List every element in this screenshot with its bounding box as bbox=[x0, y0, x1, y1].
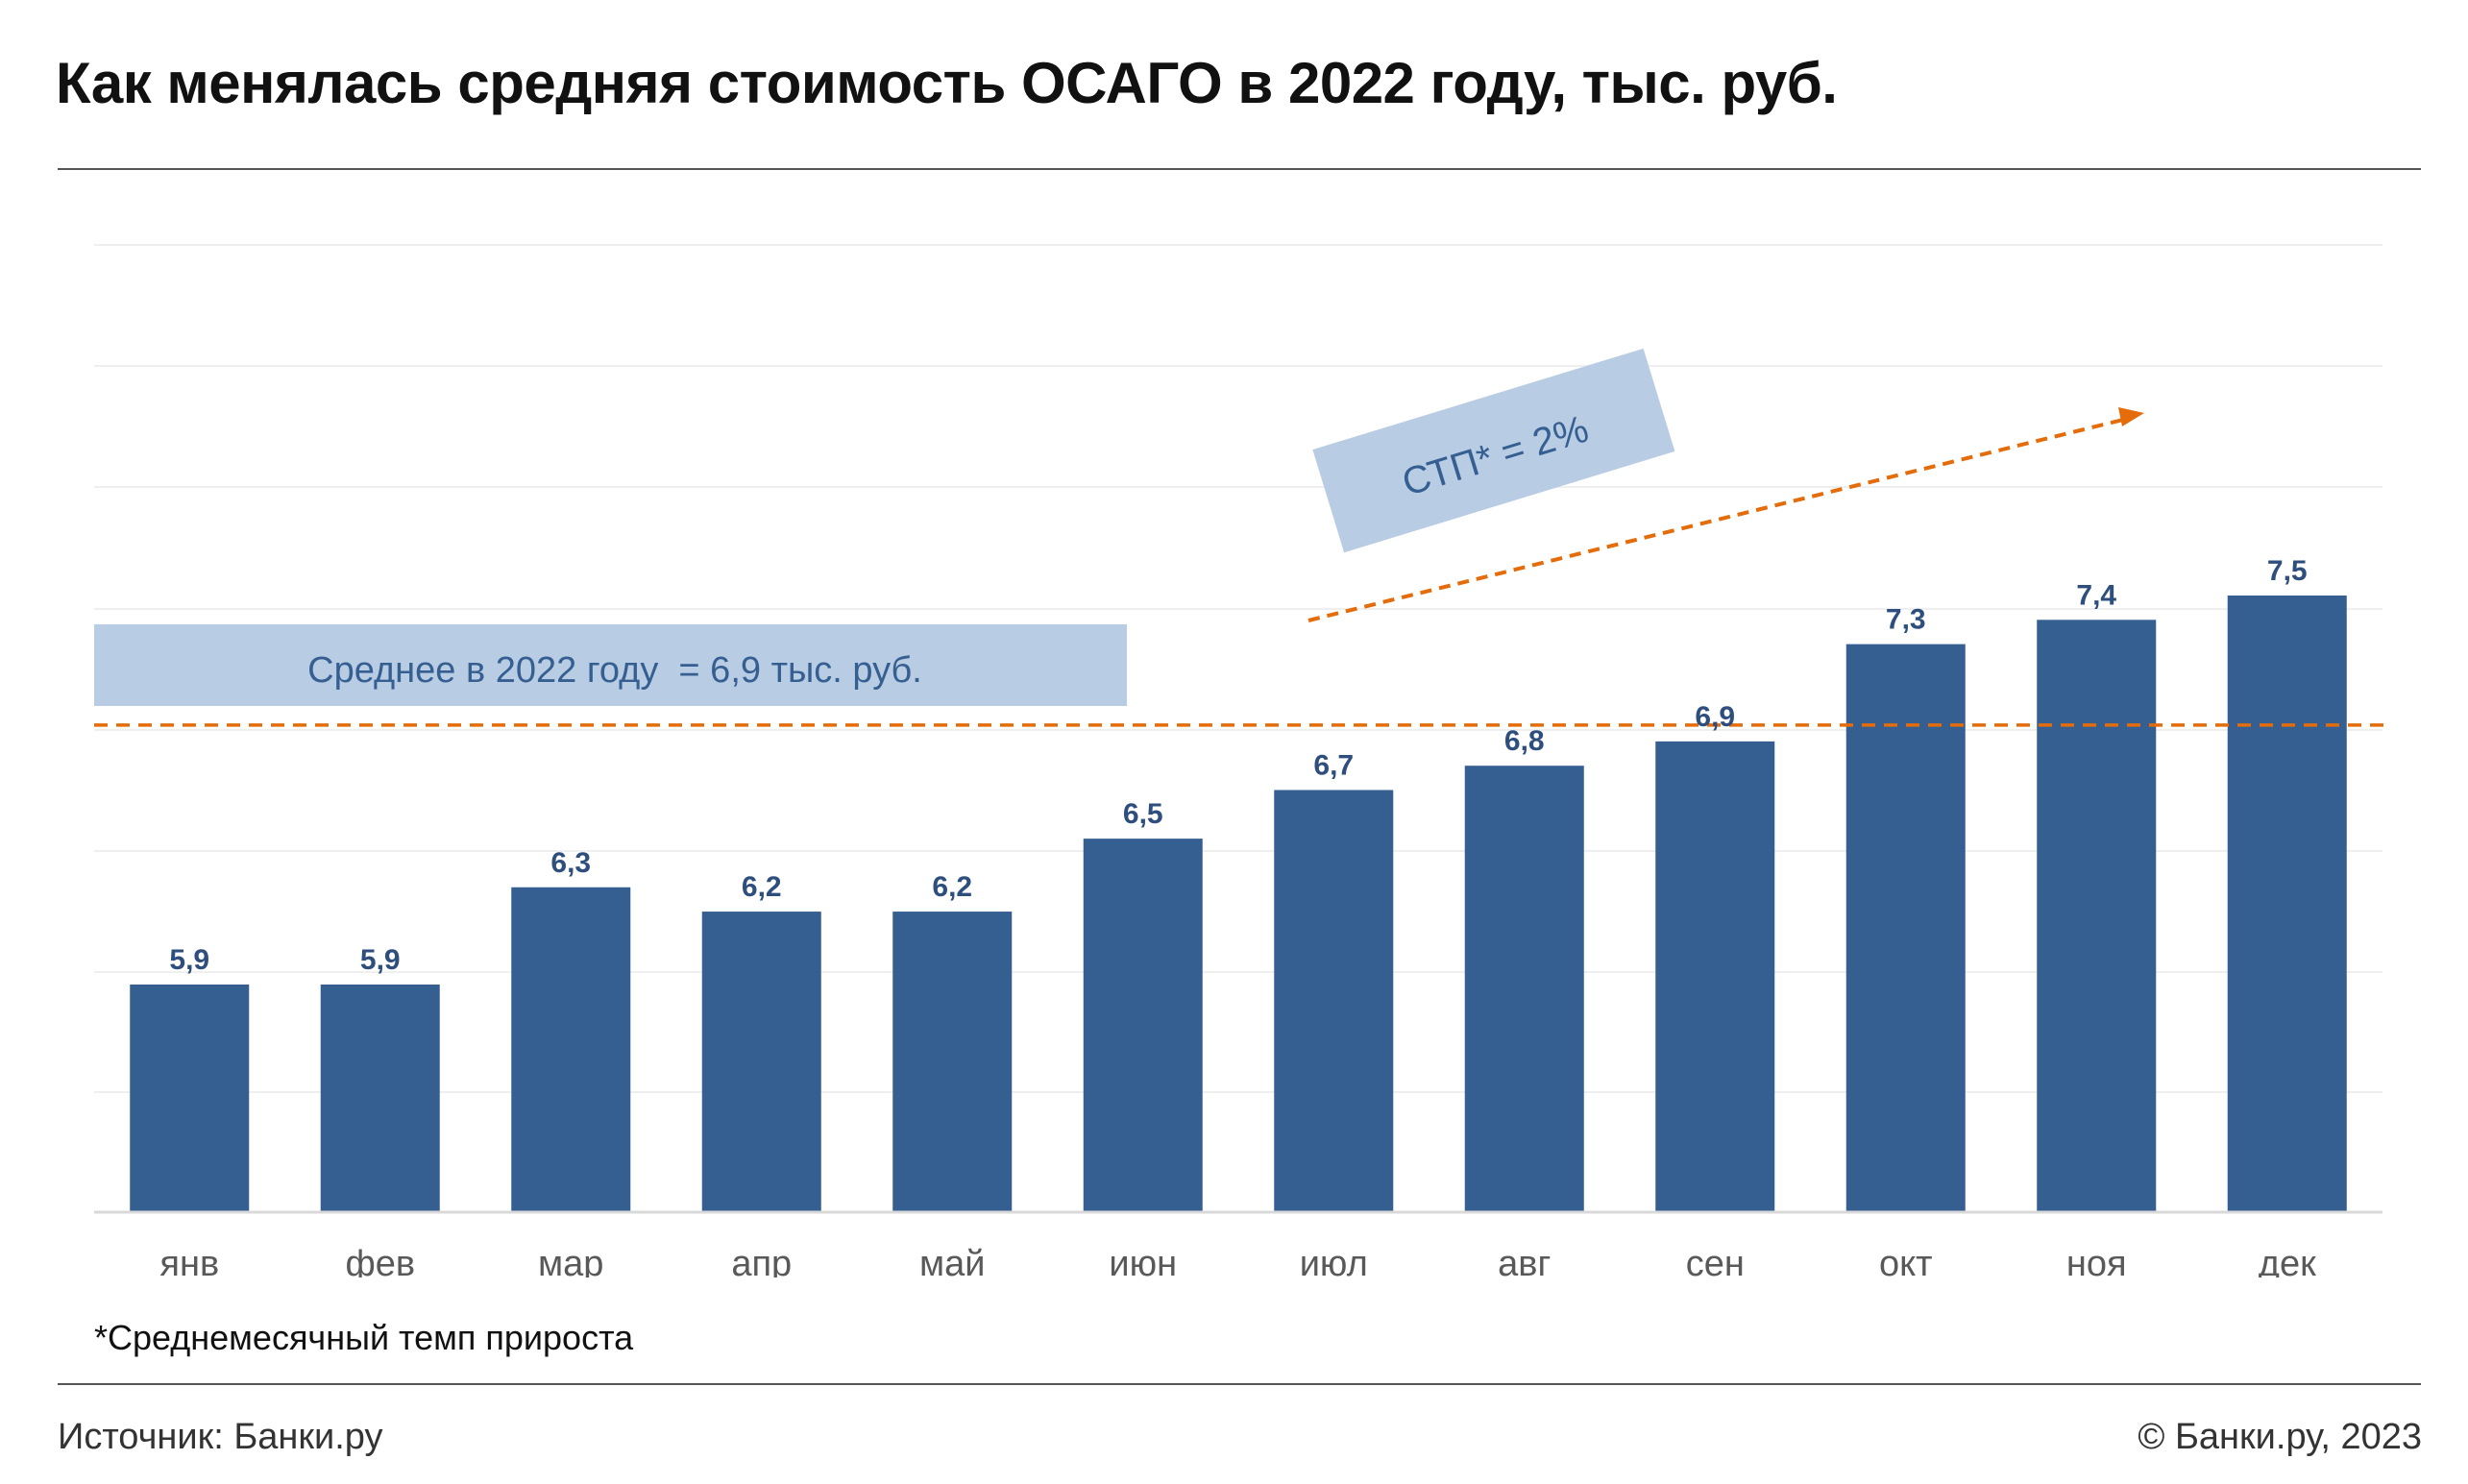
average-label-box bbox=[94, 624, 1127, 706]
value-label-дек: 7,5 bbox=[2267, 555, 2308, 587]
bar-авг bbox=[1464, 766, 1584, 1212]
value-label-апр: 6,2 bbox=[742, 871, 782, 903]
chart-title: Как менялась средняя стоимость ОСАГО в 2… bbox=[56, 51, 1838, 115]
gridlines bbox=[94, 244, 2382, 1093]
value-labels: 5,9 5,9 6,3 6,2 6,2 6,5 6,7 6,8 6,9 7,3 7,4 7,5 bbox=[169, 555, 2307, 976]
x-tick-мар: мар bbox=[538, 1244, 603, 1277]
value-label-мар: 6,3 bbox=[550, 847, 591, 879]
footer-divider bbox=[58, 1383, 2421, 1385]
bar-апр bbox=[701, 912, 821, 1212]
trend-label-group: СТП* = 2% bbox=[1312, 348, 1675, 553]
x-tick-июл: июл bbox=[1300, 1244, 1368, 1277]
copyright-text: © Банки.ру, 2023 bbox=[2138, 1417, 2422, 1457]
x-tick-янв: янв bbox=[159, 1244, 219, 1277]
x-tick-сен: сен bbox=[1686, 1244, 1745, 1277]
bar-июн bbox=[1083, 839, 1203, 1212]
value-label-сен: 6,9 bbox=[1695, 701, 1735, 733]
footnote: *Среднемесячный темп прироста bbox=[94, 1318, 634, 1357]
bar-янв bbox=[130, 985, 250, 1212]
bar-дек bbox=[2227, 596, 2347, 1212]
title-divider bbox=[58, 168, 2421, 170]
bar-chart: Среднее в 2022 году = 6,9 тыс. руб. СТП*… bbox=[94, 244, 2392, 1277]
value-label-янв: 5,9 bbox=[169, 944, 209, 976]
bar-май bbox=[892, 912, 1013, 1212]
trend-arrow-line bbox=[1307, 416, 2132, 622]
x-tick-май: май bbox=[919, 1244, 986, 1277]
bar-окт bbox=[1845, 644, 1966, 1212]
bar-июл bbox=[1274, 790, 1394, 1212]
trend-label-box bbox=[1312, 348, 1675, 553]
value-label-фев: 5,9 bbox=[360, 944, 401, 976]
value-label-май: 6,2 bbox=[932, 871, 972, 903]
x-tick-июн: июн bbox=[1109, 1244, 1177, 1277]
x-tick-авг: авг bbox=[1498, 1244, 1551, 1277]
value-label-окт: 7,3 bbox=[1886, 604, 1926, 636]
value-label-июл: 6,7 bbox=[1313, 750, 1354, 782]
value-label-авг: 6,8 bbox=[1504, 725, 1545, 757]
bars bbox=[130, 596, 2347, 1212]
trend-arrow-head bbox=[2118, 407, 2144, 426]
bar-мар bbox=[511, 887, 631, 1212]
average-label: Среднее в 2022 году = 6,9 тыс. руб. bbox=[307, 650, 922, 691]
x-tick-окт: окт bbox=[1879, 1244, 1933, 1277]
bar-фев bbox=[320, 985, 440, 1212]
x-tick-апр: апр bbox=[731, 1244, 792, 1277]
x-tick-фев: фев bbox=[345, 1244, 415, 1277]
x-tick-дек: дек bbox=[2259, 1244, 2316, 1277]
x-tick-ноя: ноя bbox=[2066, 1244, 2127, 1277]
bar-ноя bbox=[2037, 620, 2157, 1212]
x-tick-labels: янв фев мар апр май июн июл авг сен окт ноя дек bbox=[159, 1244, 2316, 1277]
source-text: Источник: Банки.ру bbox=[58, 1417, 383, 1457]
value-label-июн: 6,5 bbox=[1123, 798, 1163, 830]
value-label-ноя: 7,4 bbox=[2076, 579, 2116, 611]
bar-сен bbox=[1655, 741, 1775, 1212]
